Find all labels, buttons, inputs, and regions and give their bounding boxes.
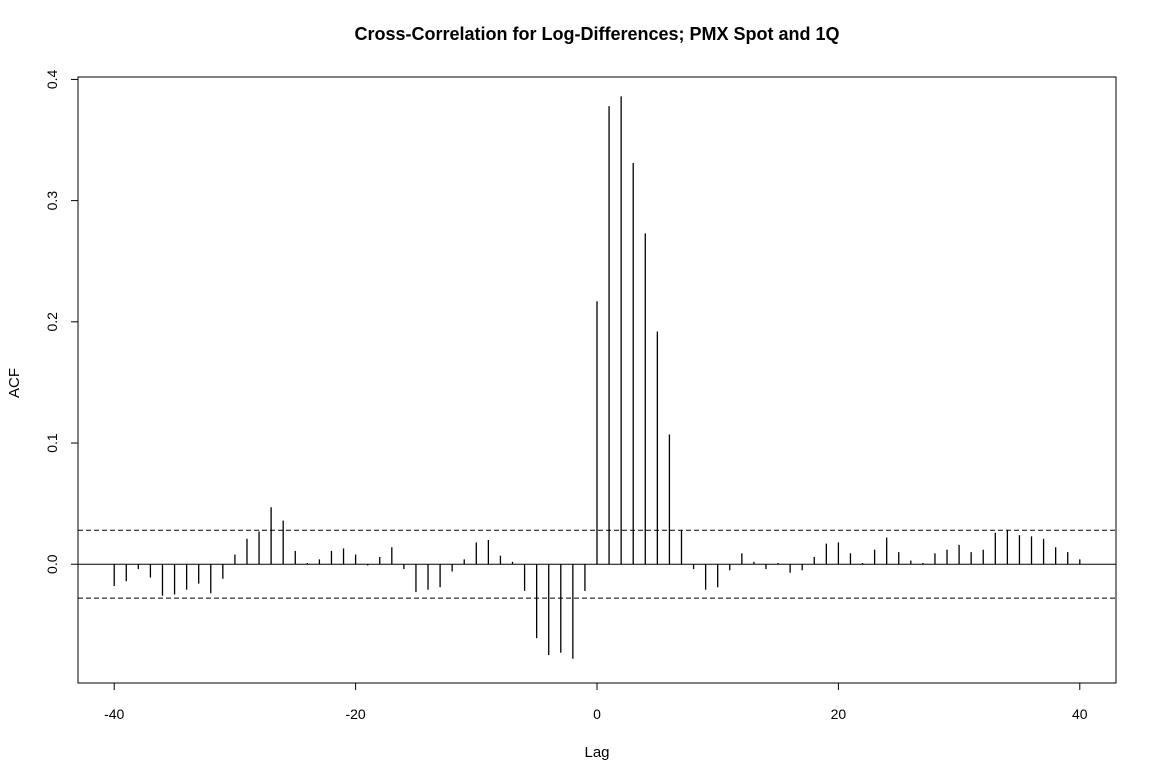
y-tick-label: 0.4 xyxy=(44,69,60,89)
confidence-bounds xyxy=(78,529,1116,599)
x-tick-label: 40 xyxy=(1072,706,1088,722)
y-axis: 0.0 0.1 0.2 0.3 0.4 xyxy=(44,69,79,574)
y-tick-label: 0.3 xyxy=(44,191,60,211)
x-tick-label: -20 xyxy=(345,706,365,722)
x-tick-label: -40 xyxy=(104,706,124,722)
acf-bars xyxy=(113,96,1081,659)
y-axis-label: ACF xyxy=(6,368,23,398)
x-axis-label: Lag xyxy=(584,744,609,761)
y-tick-label: 0.2 xyxy=(44,312,60,332)
x-tick-label: 20 xyxy=(831,706,847,722)
y-tick-label: 0.1 xyxy=(44,433,60,453)
chart-title: Cross-Correlation for Log-Differences; P… xyxy=(354,24,839,44)
x-axis: -40 -20 0 20 40 xyxy=(104,682,1088,722)
y-tick-label: 0.0 xyxy=(44,554,60,574)
x-tick-label: 0 xyxy=(593,706,601,722)
